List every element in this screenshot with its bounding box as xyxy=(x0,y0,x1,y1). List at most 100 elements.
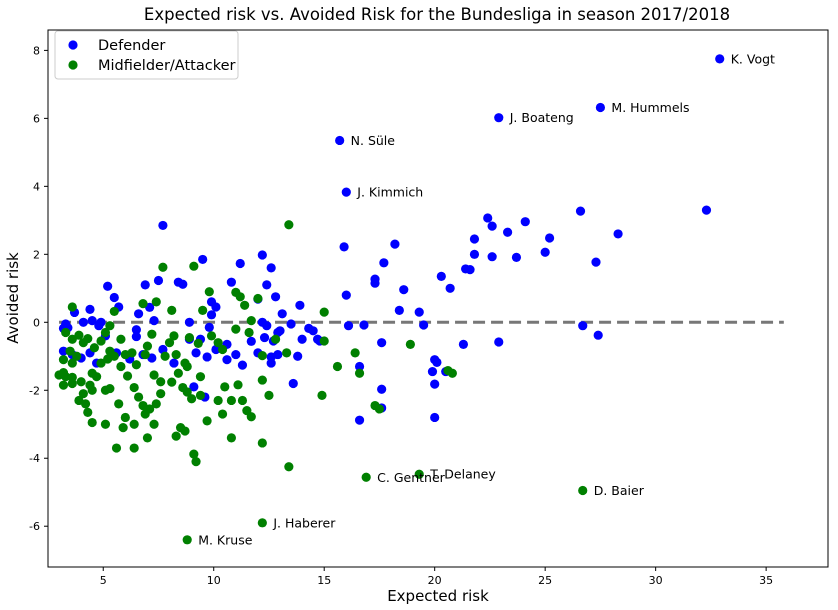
data-point xyxy=(235,292,245,302)
plot-frame xyxy=(47,29,829,568)
data-point xyxy=(226,395,236,406)
plot-area: K. Vogt M. Hummels J. Boateng N. Süle J. Kim… xyxy=(54,51,784,547)
data-point xyxy=(195,390,206,400)
data-point xyxy=(89,343,100,353)
player-annotation: J. Kimmich xyxy=(356,185,423,200)
data-point xyxy=(78,389,88,399)
data-point xyxy=(575,206,586,216)
data-point xyxy=(202,352,212,362)
data-point xyxy=(520,217,530,227)
data-point xyxy=(264,390,274,400)
data-point xyxy=(257,350,267,361)
data-point xyxy=(116,334,126,344)
data-point xyxy=(118,423,128,433)
data-point xyxy=(129,443,139,453)
series-1 xyxy=(54,220,588,545)
data-point xyxy=(270,334,281,344)
data-point xyxy=(370,278,380,288)
data-point xyxy=(487,221,497,231)
data-point xyxy=(284,462,294,472)
data-point xyxy=(613,229,623,239)
data-point xyxy=(715,54,725,64)
data-point xyxy=(304,323,314,334)
data-point xyxy=(240,300,250,310)
data-point xyxy=(140,349,150,360)
data-point xyxy=(257,438,267,448)
data-point xyxy=(103,281,113,291)
data-point xyxy=(182,535,192,545)
data-point xyxy=(262,280,272,290)
data-point xyxy=(341,290,351,300)
data-point xyxy=(377,338,387,348)
data-point xyxy=(233,380,243,390)
data-point xyxy=(458,339,469,349)
data-point xyxy=(83,407,93,417)
data-point xyxy=(153,275,164,286)
data-point xyxy=(226,277,236,287)
data-point xyxy=(354,368,365,378)
data-point xyxy=(350,348,360,358)
legend-box xyxy=(54,30,239,80)
data-point xyxy=(116,361,126,372)
data-point xyxy=(270,292,281,302)
data-point xyxy=(595,102,606,113)
data-point xyxy=(332,361,343,372)
data-point xyxy=(167,305,177,315)
data-point xyxy=(160,351,170,361)
data-point xyxy=(319,307,329,317)
data-point xyxy=(151,297,161,307)
data-point xyxy=(213,338,223,348)
player-annotation: M. Kruse xyxy=(198,532,253,547)
data-point xyxy=(87,315,97,326)
data-point xyxy=(237,395,248,406)
player-annotation: T. Delaney xyxy=(429,467,496,482)
data-point xyxy=(354,415,365,425)
data-point xyxy=(237,360,248,370)
y-tick-label: 6 xyxy=(33,112,40,125)
data-point xyxy=(198,305,208,315)
data-point xyxy=(354,361,365,372)
data-point xyxy=(286,319,296,329)
data-point xyxy=(414,307,424,317)
data-point xyxy=(138,400,148,411)
data-point xyxy=(220,382,230,392)
data-point xyxy=(335,135,345,146)
data-point xyxy=(127,348,137,358)
player-annotation: K. Vogt xyxy=(731,51,775,66)
data-point xyxy=(198,254,208,265)
data-point xyxy=(96,336,106,346)
y-tick-label: 4 xyxy=(33,180,40,193)
data-point xyxy=(487,252,497,262)
y-tick-label: -4 xyxy=(29,452,40,465)
data-point xyxy=(100,327,111,338)
data-point xyxy=(158,262,168,272)
data-point xyxy=(317,390,327,400)
data-point xyxy=(105,321,115,331)
data-point xyxy=(156,377,166,387)
data-point xyxy=(87,417,97,428)
data-point xyxy=(469,234,480,244)
data-point xyxy=(483,213,493,223)
data-point xyxy=(94,321,104,331)
data-point xyxy=(58,380,69,390)
data-point xyxy=(193,338,203,348)
data-point xyxy=(167,377,177,387)
player-annotation: D. Baier xyxy=(594,483,645,498)
x-tick-label: 20 xyxy=(428,574,442,587)
data-point xyxy=(191,348,201,358)
data-point xyxy=(169,331,179,341)
data-point xyxy=(140,280,150,290)
data-point xyxy=(164,338,175,348)
data-point xyxy=(361,472,371,482)
data-point xyxy=(253,293,263,304)
data-point xyxy=(109,306,119,317)
x-tick-label: 25 xyxy=(538,574,552,587)
legend-label: Defender xyxy=(98,38,165,54)
data-point xyxy=(191,457,201,467)
data-point xyxy=(578,321,588,331)
data-point xyxy=(129,382,139,393)
legend-label: Midfielder/Attacker xyxy=(98,58,235,74)
data-point xyxy=(131,360,141,370)
data-point xyxy=(231,324,241,334)
data-point xyxy=(293,351,303,361)
